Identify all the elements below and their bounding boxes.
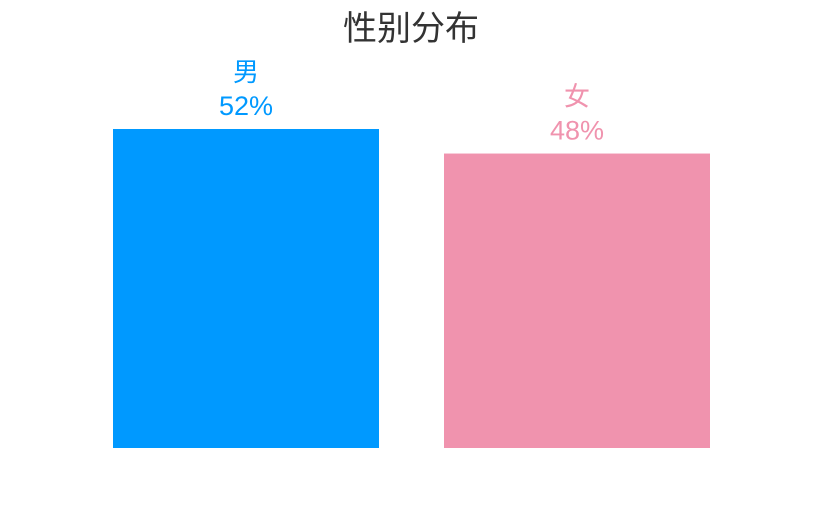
category-label-0: 男 xyxy=(233,58,259,88)
category-label-1: 女 xyxy=(564,83,590,113)
value-label-1: 48% xyxy=(550,116,604,146)
value-label-0: 52% xyxy=(219,91,273,121)
bars-group: 52%男 48%女 xyxy=(113,58,710,449)
bar-1 xyxy=(444,153,710,449)
bar-0 xyxy=(113,129,379,448)
chart-title: 性别分布 xyxy=(343,9,479,49)
